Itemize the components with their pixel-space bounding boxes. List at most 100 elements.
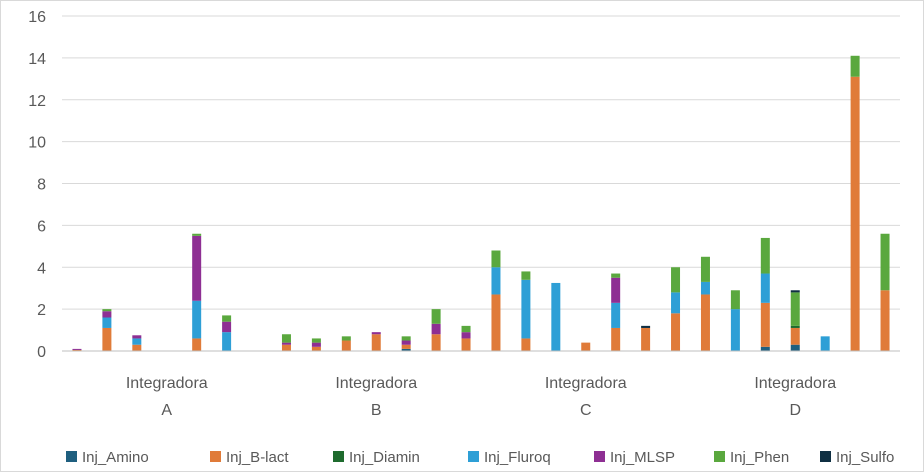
bar-segment-inj-mlsp	[611, 277, 621, 303]
legend-swatch	[333, 451, 344, 462]
bar-segment-inj-b-lact	[341, 340, 351, 351]
category-label: Integradora	[754, 375, 836, 392]
legend-swatch	[210, 451, 221, 462]
bar-segment-inj-b-lact	[880, 290, 890, 351]
bar-segment-inj-fluroq	[132, 338, 142, 345]
y-tick-label: 8	[37, 177, 46, 194]
gridlines	[62, 15, 900, 310]
y-tick-label: 10	[28, 135, 46, 152]
bar-segment-inj-fluroq	[760, 273, 770, 303]
bar-segment-inj-phen	[850, 55, 860, 77]
bar-segment-inj-b-lact	[611, 327, 621, 351]
bar-segment-inj-sulfo	[641, 325, 651, 328]
bar-segment-inj-mlsp	[132, 335, 142, 339]
bar-segment-inj-fluroq	[222, 332, 232, 351]
bar-segment-inj-b-lact	[641, 327, 651, 351]
x-axis-category-labels: Integradora A Integradora B Integradora C Inte…	[126, 375, 836, 419]
bar-segment-inj-phen	[281, 334, 291, 343]
bar-segment-inj-phen	[311, 338, 321, 343]
category-label: Integradora	[126, 375, 208, 392]
bar-segment-inj-phen	[461, 325, 471, 333]
bar-segment-inj-b-lact	[102, 327, 112, 351]
y-tick-label: 16	[28, 9, 46, 26]
category-label: D	[789, 402, 801, 419]
bar-segment-inj-b-lact	[192, 338, 202, 351]
bar-segment-inj-phen	[401, 336, 411, 341]
y-axis-tick-labels: 0 2 4 6 8 10 12 14 16	[28, 9, 46, 361]
bar-segment-inj-mlsp	[431, 323, 441, 335]
bar-segment-inj-fluroq	[192, 300, 202, 339]
bar-segment-inj-b-lact	[281, 344, 291, 351]
bar-segment-inj-b-lact	[311, 346, 321, 351]
legend-swatch	[468, 451, 479, 462]
bar-segment-inj-phen	[491, 250, 501, 268]
legend-label: Inj_Fluroq	[484, 449, 551, 466]
legend-swatch	[820, 451, 831, 462]
bar-segment-inj-mlsp	[371, 332, 381, 335]
bar-segment-inj-phen	[880, 233, 890, 291]
bar-segment-inj-fluroq	[551, 282, 561, 351]
legend-label: Inj_MLSP	[610, 449, 675, 466]
y-tick-label: 0	[37, 344, 46, 361]
bar-segment-inj-diamin	[790, 325, 800, 328]
bar-segment-inj-b-lact	[790, 327, 800, 345]
bars	[72, 55, 890, 351]
bar-segment-inj-phen	[102, 309, 112, 312]
bar-segment-inj-fluroq	[491, 267, 501, 295]
bar-segment-inj-b-lact	[371, 334, 381, 351]
bar-segment-inj-mlsp	[72, 348, 82, 350]
bar-segment-inj-mlsp	[222, 321, 232, 333]
legend-label: Inj_Amino	[82, 449, 149, 466]
legend: Inj_Amino Inj_B-lact Inj_Diamin Inj_Fluroq I…	[66, 449, 894, 466]
legend-label: Inj_Phen	[730, 449, 789, 466]
bar-segment-inj-phen	[222, 315, 232, 322]
bar-segment-inj-mlsp	[102, 311, 112, 318]
bar-segment-inj-fluroq	[730, 309, 740, 351]
bar-segment-inj-b-lact	[72, 349, 82, 351]
category-label: A	[161, 402, 172, 419]
legend-swatch	[714, 451, 725, 462]
y-tick-label: 6	[37, 218, 46, 235]
bar-segment-inj-amino	[401, 348, 411, 351]
y-tick-label: 12	[28, 93, 46, 110]
bar-segment-inj-b-lact	[581, 342, 591, 351]
bar-segment-inj-b-lact	[850, 76, 860, 351]
category-label: Integradora	[545, 375, 627, 392]
legend-label: Inj_Diamin	[349, 449, 420, 466]
category-label: Integradora	[335, 375, 417, 392]
bar-segment-inj-b-lact	[521, 338, 531, 351]
bar-segment-inj-mlsp	[401, 340, 411, 345]
bar-segment-inj-sulfo	[790, 290, 800, 293]
bar-segment-inj-fluroq	[102, 317, 112, 328]
bar-segment-inj-phen	[431, 309, 441, 324]
bar-segment-inj-b-lact	[700, 294, 710, 351]
bar-segment-inj-phen	[700, 256, 710, 282]
bar-segment-inj-phen	[341, 336, 351, 341]
bar-segment-inj-amino	[760, 346, 770, 351]
bar-segment-inj-phen	[671, 267, 681, 293]
bar-segment-inj-b-lact	[760, 302, 770, 347]
bar-segment-inj-fluroq	[611, 302, 621, 328]
bar-segment-inj-mlsp	[192, 235, 202, 301]
bar-segment-inj-mlsp	[281, 342, 291, 345]
y-tick-label: 14	[28, 51, 46, 68]
bar-segment-inj-fluroq	[671, 292, 681, 314]
bar-segment-inj-mlsp	[461, 332, 471, 339]
y-tick-label: 2	[37, 302, 46, 319]
bar-segment-inj-phen	[521, 271, 531, 280]
bar-segment-inj-amino	[790, 344, 800, 351]
bar-segment-inj-b-lact	[671, 313, 681, 351]
legend-label: Inj_B-lact	[226, 449, 289, 466]
category-label: B	[371, 402, 382, 419]
legend-swatch	[594, 451, 605, 462]
bar-segment-inj-b-lact	[491, 294, 501, 351]
bar-segment-inj-b-lact	[431, 334, 441, 351]
bar-segment-inj-phen	[730, 290, 740, 310]
bar-segment-inj-mlsp	[311, 342, 321, 347]
bar-segment-inj-b-lact	[461, 338, 471, 351]
bar-segment-inj-phen	[611, 273, 621, 278]
category-label: C	[580, 402, 592, 419]
bar-segment-inj-fluroq	[521, 279, 531, 339]
